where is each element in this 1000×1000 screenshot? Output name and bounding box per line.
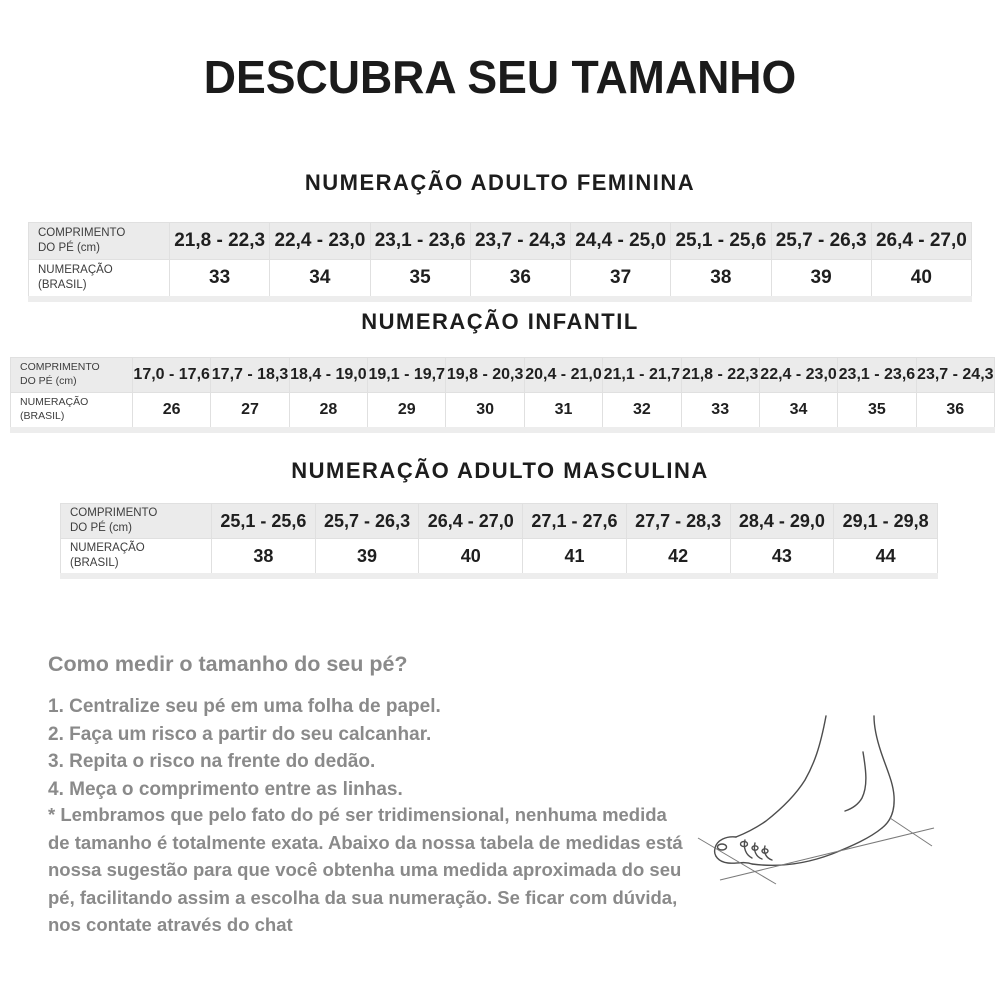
shoe-size-value-cell: 38 — [670, 259, 772, 300]
how-to-step: 4. Meça o comprimento entre as linhas. — [48, 778, 403, 800]
shoe-size-value-cell: 32 — [602, 392, 682, 431]
foot-length-range-cell: 25,1 - 25,6 — [211, 503, 316, 539]
foot-length-range-cell: 23,1 - 23,6 — [837, 357, 917, 393]
shoe-size-row: NUMERAÇÃO (BRASIL) 26 27 28 29 30 31 32 33 34 35 36 — [10, 392, 996, 431]
shoe-size-label: NUMERAÇÃO (BRASIL) — [28, 259, 170, 300]
shoe-size-value-cell: 33 — [168, 259, 271, 300]
section-heading-adulto-feminina: NUMERAÇÃO ADULTO FEMININA — [304, 170, 696, 195]
how-to-step: 2. Faça um risco a partir do seu calcanh… — [48, 723, 432, 745]
foot-length-row: COMPRIMENTO DO PÉ (cm) 17,0 - 17,6 17,7 - … — [10, 357, 996, 393]
foot-length-range-cell: 23,1 - 23,6 — [369, 222, 471, 260]
shoe-size-value-cell: 35 — [369, 259, 471, 300]
size-table-adulto-feminina: COMPRIMENTO DO PÉ (cm) 21,8 - 22,3 22,4 - … — [28, 222, 973, 302]
shoe-size-value-cell: 42 — [625, 538, 731, 577]
shoe-size-label: NUMERAÇÃO (BRASIL) — [10, 392, 133, 431]
shoe-size-value-cell: 28 — [288, 392, 369, 431]
shoe-size-value-cell: 43 — [729, 538, 835, 577]
shoe-size-value-cell: 39 — [314, 538, 420, 577]
foot-length-range-cell: 22,4 - 23,0 — [758, 357, 839, 393]
foot-length-range-cell: 21,8 - 22,3 — [168, 222, 271, 260]
how-to-heading: Como medir o tamanho do seu pé? — [48, 652, 408, 676]
shoe-size-value-cell: 41 — [522, 538, 627, 577]
foot-length-range-cell: 28,4 - 29,0 — [729, 503, 835, 539]
foot-length-label: COMPRIMENTO DO PÉ (cm) — [60, 503, 212, 539]
foot-length-range-cell: 27,7 - 28,3 — [625, 503, 731, 539]
foot-length-range-cell: 17,7 - 18,3 — [210, 357, 290, 393]
foot-length-range-cell: 19,1 - 19,7 — [367, 357, 447, 393]
section-heading-adulto-masculina: NUMERAÇÃO ADULTO MASCULINA — [291, 458, 709, 483]
foot-length-range-cell: 19,8 - 20,3 — [445, 357, 525, 393]
shoe-size-value-cell: 35 — [837, 392, 917, 431]
size-table-infantil: COMPRIMENTO DO PÉ (cm) 17,0 - 17,6 17,7 - … — [10, 357, 996, 433]
foot-length-range-cell: 22,4 - 23,0 — [269, 222, 371, 260]
shoe-size-value-cell: 44 — [833, 538, 938, 577]
how-to-step: 3. Repita o risco na frente do dedão. — [48, 751, 376, 772]
foot-length-range-cell: 29,1 - 29,8 — [833, 503, 938, 539]
foot-length-range-cell: 25,7 - 26,3 — [770, 222, 872, 260]
foot-length-range-cell: 25,1 - 25,6 — [670, 222, 772, 260]
shoe-size-value-cell: 38 — [211, 538, 316, 577]
foot-length-range-cell: 21,1 - 21,7 — [602, 357, 682, 393]
foot-length-range-cell: 18,4 - 19,0 — [288, 357, 369, 393]
measurement-mark-lines — [697, 817, 935, 885]
how-to-steps: 1. Centralize seu pé em uma folha de pap… — [48, 693, 678, 803]
shoe-size-value-cell: 40 — [870, 259, 973, 300]
shoe-size-row: NUMERAÇÃO (BRASIL) 38 39 40 41 42 43 44 — [60, 538, 938, 577]
shoe-size-value-cell: 36 — [915, 392, 996, 431]
shoe-size-value-cell: 34 — [269, 259, 371, 300]
foot-measure-illustration-icon — [697, 715, 935, 885]
how-to-step: 1. Centralize seu pé em uma folha de pap… — [48, 696, 441, 717]
shoe-size-value-cell: 34 — [758, 392, 839, 431]
foot-length-label: COMPRIMENTO DO PÉ (cm) — [10, 357, 133, 393]
foot-length-range-cell: 27,1 - 27,6 — [522, 503, 627, 539]
shoe-size-value-cell: 39 — [770, 259, 872, 300]
shoe-size-value-cell: 37 — [569, 259, 672, 300]
foot-length-range-cell: 23,7 - 24,3 — [915, 357, 996, 393]
foot-length-range-cell: 17,0 - 17,6 — [131, 357, 212, 393]
shoe-size-value-cell: 29 — [367, 392, 447, 431]
foot-outline — [713, 715, 895, 867]
shoe-size-value-cell: 27 — [210, 392, 290, 431]
foot-length-range-cell: 26,4 - 27,0 — [418, 503, 524, 539]
shoe-size-value-cell: 40 — [418, 538, 524, 577]
foot-length-range-cell: 25,7 - 26,3 — [314, 503, 420, 539]
size-table-adulto-masculina: COMPRIMENTO DO PÉ (cm) 25,1 - 25,6 25,7 - … — [60, 503, 938, 579]
shoe-size-value-cell: 31 — [523, 392, 604, 431]
foot-length-row: COMPRIMENTO DO PÉ (cm) 25,1 - 25,6 25,7 - … — [60, 503, 938, 539]
foot-length-range-cell: 21,8 - 22,3 — [680, 357, 760, 393]
foot-length-range-cell: 24,4 - 25,0 — [569, 222, 672, 260]
section-heading-infantil: NUMERAÇÃO INFANTIL — [361, 309, 639, 334]
shoe-size-value-cell: 33 — [680, 392, 760, 431]
shoe-size-row: NUMERAÇÃO (BRASIL) 33 34 35 36 37 38 39 40 — [28, 259, 973, 300]
shoe-size-label: NUMERAÇÃO (BRASIL) — [60, 538, 212, 577]
foot-length-range-cell: 26,4 - 27,0 — [870, 222, 973, 260]
foot-length-range-cell: 23,7 - 24,3 — [469, 222, 572, 260]
foot-length-label: COMPRIMENTO DO PÉ (cm) — [28, 222, 170, 260]
shoe-size-value-cell: 30 — [445, 392, 525, 431]
foot-length-range-cell: 20,4 - 21,0 — [523, 357, 604, 393]
page-title: DESCUBRA SEU TAMANHO — [203, 51, 797, 103]
shoe-size-value-cell: 36 — [469, 259, 572, 300]
how-to-measure-section: Como medir o tamanho do seu pé? 1. Centr… — [48, 652, 678, 803]
foot-length-row: COMPRIMENTO DO PÉ (cm) 21,8 - 22,3 22,4 - … — [28, 222, 973, 260]
measurement-disclaimer-note: * Lembramos que pelo fato do pé ser trid… — [48, 804, 683, 935]
shoe-size-value-cell: 26 — [131, 392, 212, 431]
